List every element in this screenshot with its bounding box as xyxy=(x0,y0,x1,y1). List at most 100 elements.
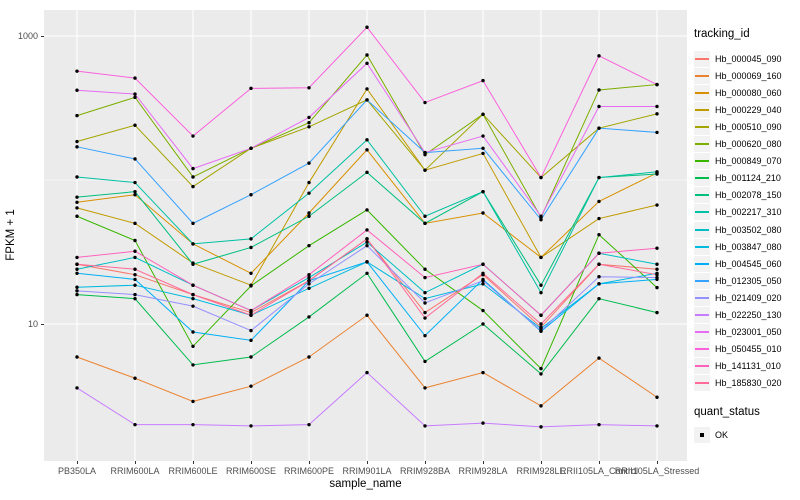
x-tick-mark xyxy=(193,461,194,464)
data-point xyxy=(539,313,543,317)
legend-entry-Hb_021409_020: Hb_021409_020 xyxy=(694,289,782,306)
data-point xyxy=(191,304,195,308)
data-point xyxy=(249,86,253,91)
data-point xyxy=(75,139,79,144)
data-point xyxy=(655,82,659,87)
x-tick-label: RRIM600PE xyxy=(283,466,335,476)
data-point xyxy=(307,86,311,90)
x-axis-title: sample_name xyxy=(329,478,402,490)
data-point xyxy=(423,301,427,305)
legend-entry-label: Hb_001124_210 xyxy=(715,173,781,184)
legend-entry-label: Hb_000510_090 xyxy=(715,121,782,132)
legend-key-color-line xyxy=(695,108,709,111)
data-point xyxy=(597,296,601,301)
data-point xyxy=(133,76,137,80)
legend-key-line-icon xyxy=(694,255,710,272)
data-point xyxy=(133,180,137,185)
data-point xyxy=(191,283,195,287)
data-point xyxy=(133,193,137,197)
legend-entry-Hb_002217_310: Hb_002217_310 xyxy=(694,204,782,221)
legend-key-line-icon xyxy=(694,358,710,375)
legend-key-color-line xyxy=(695,331,709,334)
data-point xyxy=(307,125,311,129)
legend-key-color-line xyxy=(695,211,709,214)
data-point xyxy=(597,104,601,109)
legend-entry-Hb_000620_080: Hb_000620_080 xyxy=(694,136,782,153)
x-tick-label: RRIM928LE xyxy=(516,466,566,476)
legend-entry-label: Hb_050455_010 xyxy=(715,344,782,355)
legend-key-line-icon xyxy=(694,170,710,187)
legend-key-color-line xyxy=(695,57,709,60)
x-tick-mark xyxy=(77,461,78,464)
data-point xyxy=(423,100,427,105)
legend-entry-label: Hb_021409_020 xyxy=(715,292,782,303)
data-point xyxy=(365,98,369,102)
data-point xyxy=(481,211,485,215)
data-point xyxy=(75,355,79,359)
data-point xyxy=(249,424,253,428)
data-point xyxy=(655,275,659,280)
data-point xyxy=(423,359,427,364)
legend-entry-label: Hb_000080_060 xyxy=(715,87,782,98)
data-point xyxy=(75,292,79,297)
y-tick-mark xyxy=(41,36,44,37)
data-point xyxy=(481,370,485,375)
data-point xyxy=(75,69,79,73)
data-point xyxy=(365,61,369,66)
legend-entry-Hb_000069_160: Hb_000069_160 xyxy=(694,67,782,84)
data-point xyxy=(249,338,253,343)
legend-entry-label: Hb_000620_080 xyxy=(715,139,782,149)
data-point xyxy=(597,275,601,279)
data-point xyxy=(75,88,79,92)
data-point xyxy=(481,189,485,194)
data-point xyxy=(133,157,137,161)
legend-entry-label: Hb_002078_150 xyxy=(715,190,782,201)
data-point xyxy=(133,376,137,380)
data-point xyxy=(655,112,659,116)
data-point xyxy=(249,313,253,317)
data-point xyxy=(423,310,427,315)
x-tick-label: RRIM600LE xyxy=(168,466,218,476)
data-point xyxy=(597,356,601,360)
data-point xyxy=(655,285,659,290)
data-point xyxy=(191,175,195,179)
legend-key-point-icon xyxy=(694,426,710,443)
data-point xyxy=(249,271,253,275)
legend-title-tracking-id: tracking_id xyxy=(694,28,750,40)
legend-key-line-icon xyxy=(694,272,710,289)
x-tick-label: RRII105LA_Control xyxy=(559,466,639,476)
data-point xyxy=(75,206,79,210)
data-point xyxy=(597,199,601,204)
data-point xyxy=(365,243,369,248)
x-tick-label: RRIM928BA xyxy=(399,466,451,476)
data-point xyxy=(249,245,253,250)
x-tick-mark xyxy=(541,461,542,464)
data-point xyxy=(75,113,79,118)
data-point xyxy=(133,221,137,226)
data-point xyxy=(539,366,543,371)
data-point xyxy=(191,363,195,367)
data-point xyxy=(365,138,369,142)
data-point xyxy=(307,161,311,165)
data-point xyxy=(75,214,79,218)
legend-key-color-line xyxy=(695,279,709,282)
data-point xyxy=(307,211,311,215)
legend-key-line-icon xyxy=(694,289,710,306)
data-point xyxy=(655,395,659,399)
x-tick-mark xyxy=(309,461,310,464)
legend-entry-Hb_000510_090: Hb_000510_090 xyxy=(694,118,782,135)
x-tick-label: RRIM928LA xyxy=(458,466,508,476)
data-point xyxy=(597,262,601,266)
data-point xyxy=(423,150,427,155)
legend-entry-Hb_003502_080: Hb_003502_080 xyxy=(694,221,782,238)
legend-entry-Hb_185830_020: Hb_185830_020 xyxy=(694,375,782,392)
legend-key-line-icon xyxy=(694,187,710,204)
data-point xyxy=(655,246,659,250)
legend-key-color-line xyxy=(695,160,709,163)
legend-key-color-line xyxy=(695,348,709,351)
data-point xyxy=(481,151,485,156)
data-point xyxy=(597,175,601,180)
data-point xyxy=(191,184,195,189)
legend-entry-Hb_012305_050: Hb_012305_050 xyxy=(694,272,782,289)
data-point xyxy=(481,134,485,138)
